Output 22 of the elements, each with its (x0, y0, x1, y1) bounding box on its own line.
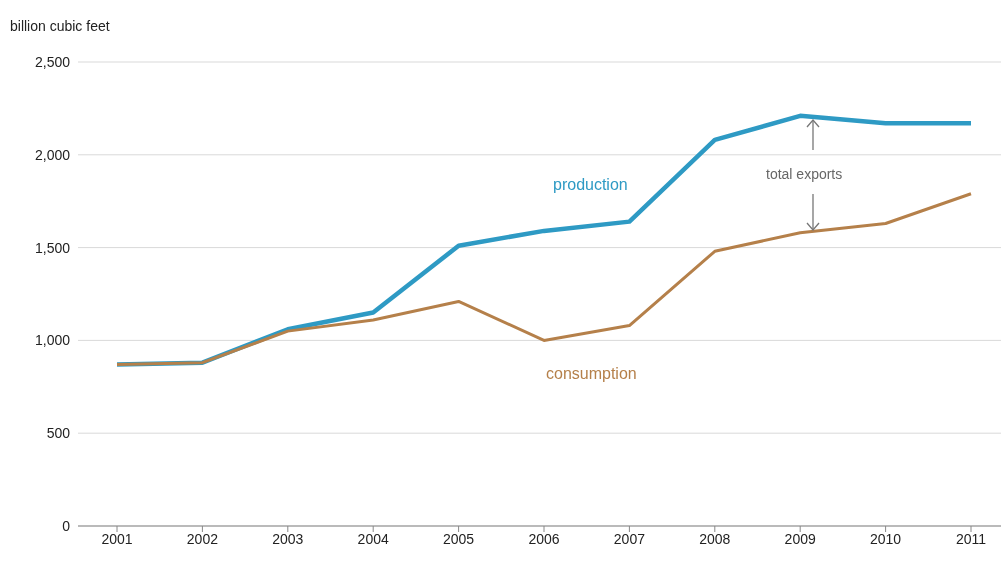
line-series (115, 192, 973, 367)
x-tick-label: 2008 (699, 530, 731, 547)
x-tick-label: 2003 (272, 530, 304, 547)
x-tick-label: 2010 (870, 530, 902, 547)
x-tick-label: 2004 (357, 530, 389, 547)
y-tick-label: 0 (62, 517, 71, 534)
y-axis-title: billion cubic feet (10, 18, 110, 34)
annotation: total exports (766, 166, 843, 182)
x-tick-label: 2007 (613, 530, 646, 547)
x-tick-label: 2001 (101, 530, 133, 547)
y-tick-label: 1,000 (34, 332, 71, 349)
y-tick-label: 2,000 (34, 146, 71, 163)
y-tick-label: 500 (46, 425, 71, 442)
series-label: consumption (546, 365, 637, 383)
x-tick-label: 2011 (955, 530, 987, 547)
x-tick-label: 2002 (186, 530, 219, 547)
y-tick-label: 1,500 (34, 239, 71, 256)
x-tick-label: 2005 (443, 530, 475, 547)
series-label: production (553, 176, 628, 194)
x-tick-label: 2006 (528, 530, 560, 547)
x-tick-label: 2009 (784, 530, 816, 547)
y-tick-label: 2,500 (34, 53, 71, 70)
